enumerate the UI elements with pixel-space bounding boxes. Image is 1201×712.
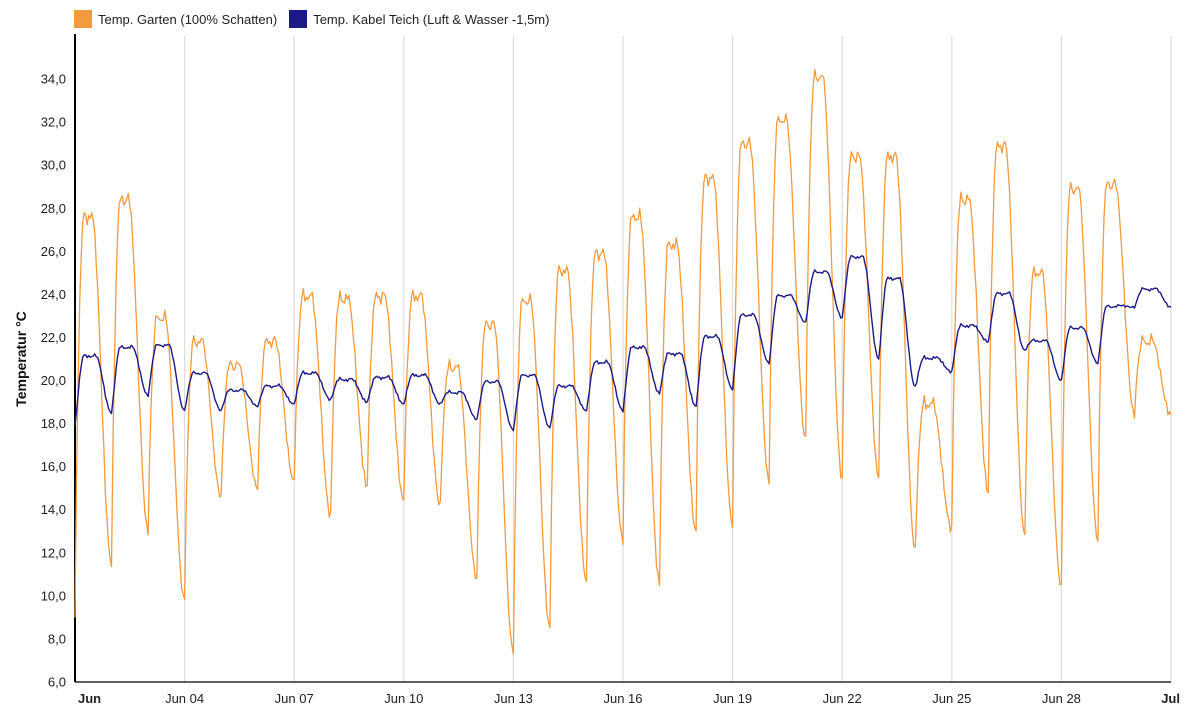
x-tick-label: Jun 22 bbox=[823, 691, 862, 706]
x-tick-label: Jun 07 bbox=[275, 691, 314, 706]
chart-legend: Temp. Garten (100% Schatten) Temp. Kabel… bbox=[74, 8, 561, 30]
y-tick-label: 12,0 bbox=[41, 545, 66, 560]
series-line-teich bbox=[74, 254, 1172, 432]
y-tick-label: 24,0 bbox=[41, 287, 66, 302]
x-tick-label: Jun bbox=[78, 691, 101, 706]
y-tick-label: 26,0 bbox=[41, 244, 66, 259]
y-tick-label: 20,0 bbox=[41, 373, 66, 388]
y-tick-label: 30,0 bbox=[41, 158, 66, 173]
legend-item-garten[interactable]: Temp. Garten (100% Schatten) bbox=[74, 10, 277, 28]
legend-label-garten: Temp. Garten (100% Schatten) bbox=[98, 11, 278, 27]
y-tick-label: 6,0 bbox=[48, 675, 66, 690]
legend-swatch-garten bbox=[74, 10, 92, 28]
y-tick-label: 22,0 bbox=[41, 330, 66, 345]
y-tick-label: 34,0 bbox=[41, 72, 66, 87]
y-tick-label: 16,0 bbox=[41, 459, 66, 474]
x-tick-label: Jun 28 bbox=[1042, 691, 1081, 706]
legend-label-teich: Temp. Kabel Teich (Luft & Wasser -1,5m) bbox=[313, 11, 550, 27]
y-tick-label: 14,0 bbox=[41, 502, 66, 517]
x-tick-label: Jun 19 bbox=[713, 691, 752, 706]
y-tick-label: 8,0 bbox=[48, 631, 66, 646]
x-tick-label: Jun 25 bbox=[932, 691, 971, 706]
x-tick-label: Jun 13 bbox=[494, 691, 533, 706]
y-tick-label: 32,0 bbox=[41, 115, 66, 130]
x-tick-label: Jun 16 bbox=[603, 691, 642, 706]
x-tick-label: Jun 04 bbox=[165, 691, 204, 706]
legend-item-teich[interactable]: Temp. Kabel Teich (Luft & Wasser -1,5m) bbox=[289, 10, 549, 28]
y-tick-label: 28,0 bbox=[41, 201, 66, 216]
series-line-garten bbox=[74, 69, 1172, 655]
y-axis-label: Temperatur °C bbox=[13, 311, 29, 407]
y-tick-label: 10,0 bbox=[41, 588, 66, 603]
y-tick-label: 18,0 bbox=[41, 416, 66, 431]
x-tick-label: Jun 10 bbox=[384, 691, 423, 706]
legend-swatch-teich bbox=[289, 10, 308, 28]
x-tick-label: Jul bbox=[1161, 691, 1180, 706]
